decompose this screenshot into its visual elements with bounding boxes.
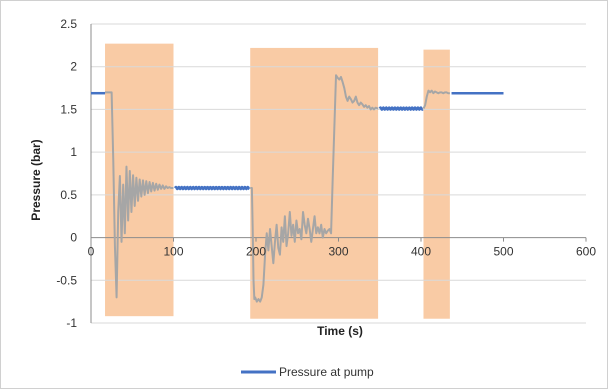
x-tick-label: 200 (246, 245, 266, 259)
grey-pressure-segment-1 (105, 91, 174, 299)
x-tick-label: 600 (576, 245, 596, 259)
shaded-region-3 (423, 49, 450, 319)
x-axis-title: Time (s) (317, 324, 363, 338)
x-tick-label: 400 (411, 245, 431, 259)
series-lines (91, 74, 504, 303)
shaded-regions (105, 43, 450, 319)
y-tick-label: -0.5 (56, 273, 77, 287)
legend: Pressure at pump (241, 365, 374, 379)
x-tick-label: 500 (493, 245, 513, 259)
y-tick-label: 2 (70, 60, 77, 74)
y-tick-label: 1 (70, 145, 77, 159)
x-tick-label: 300 (328, 245, 348, 259)
y-axis-title: Pressure (bar) (29, 139, 43, 220)
y-tick-label: 0.5 (60, 188, 77, 202)
x-tick-labels: 0 100 200 300 400 500 600 (88, 245, 597, 259)
grey-pressure-segment-3 (422, 89, 450, 110)
y-tick-labels: -1 -0.5 0 0.5 1 1.5 2 2.5 (56, 17, 77, 330)
y-tick-label: -1 (66, 316, 77, 330)
legend-label: Pressure at pump (279, 365, 374, 379)
pump-pressure-segment-2 (174, 185, 251, 191)
y-tick-label: 1.5 (60, 102, 77, 116)
y-tick-label: 2.5 (60, 17, 77, 31)
gridlines (90, 23, 587, 324)
y-tick-label: 0 (70, 231, 77, 245)
grey-pressure-segment-2 (250, 74, 379, 303)
shaded-region-2 (250, 47, 379, 319)
x-tick-label: 100 (163, 245, 183, 259)
pump-pressure-segment-3 (378, 106, 424, 111)
x-tick-label: 0 (88, 245, 95, 259)
